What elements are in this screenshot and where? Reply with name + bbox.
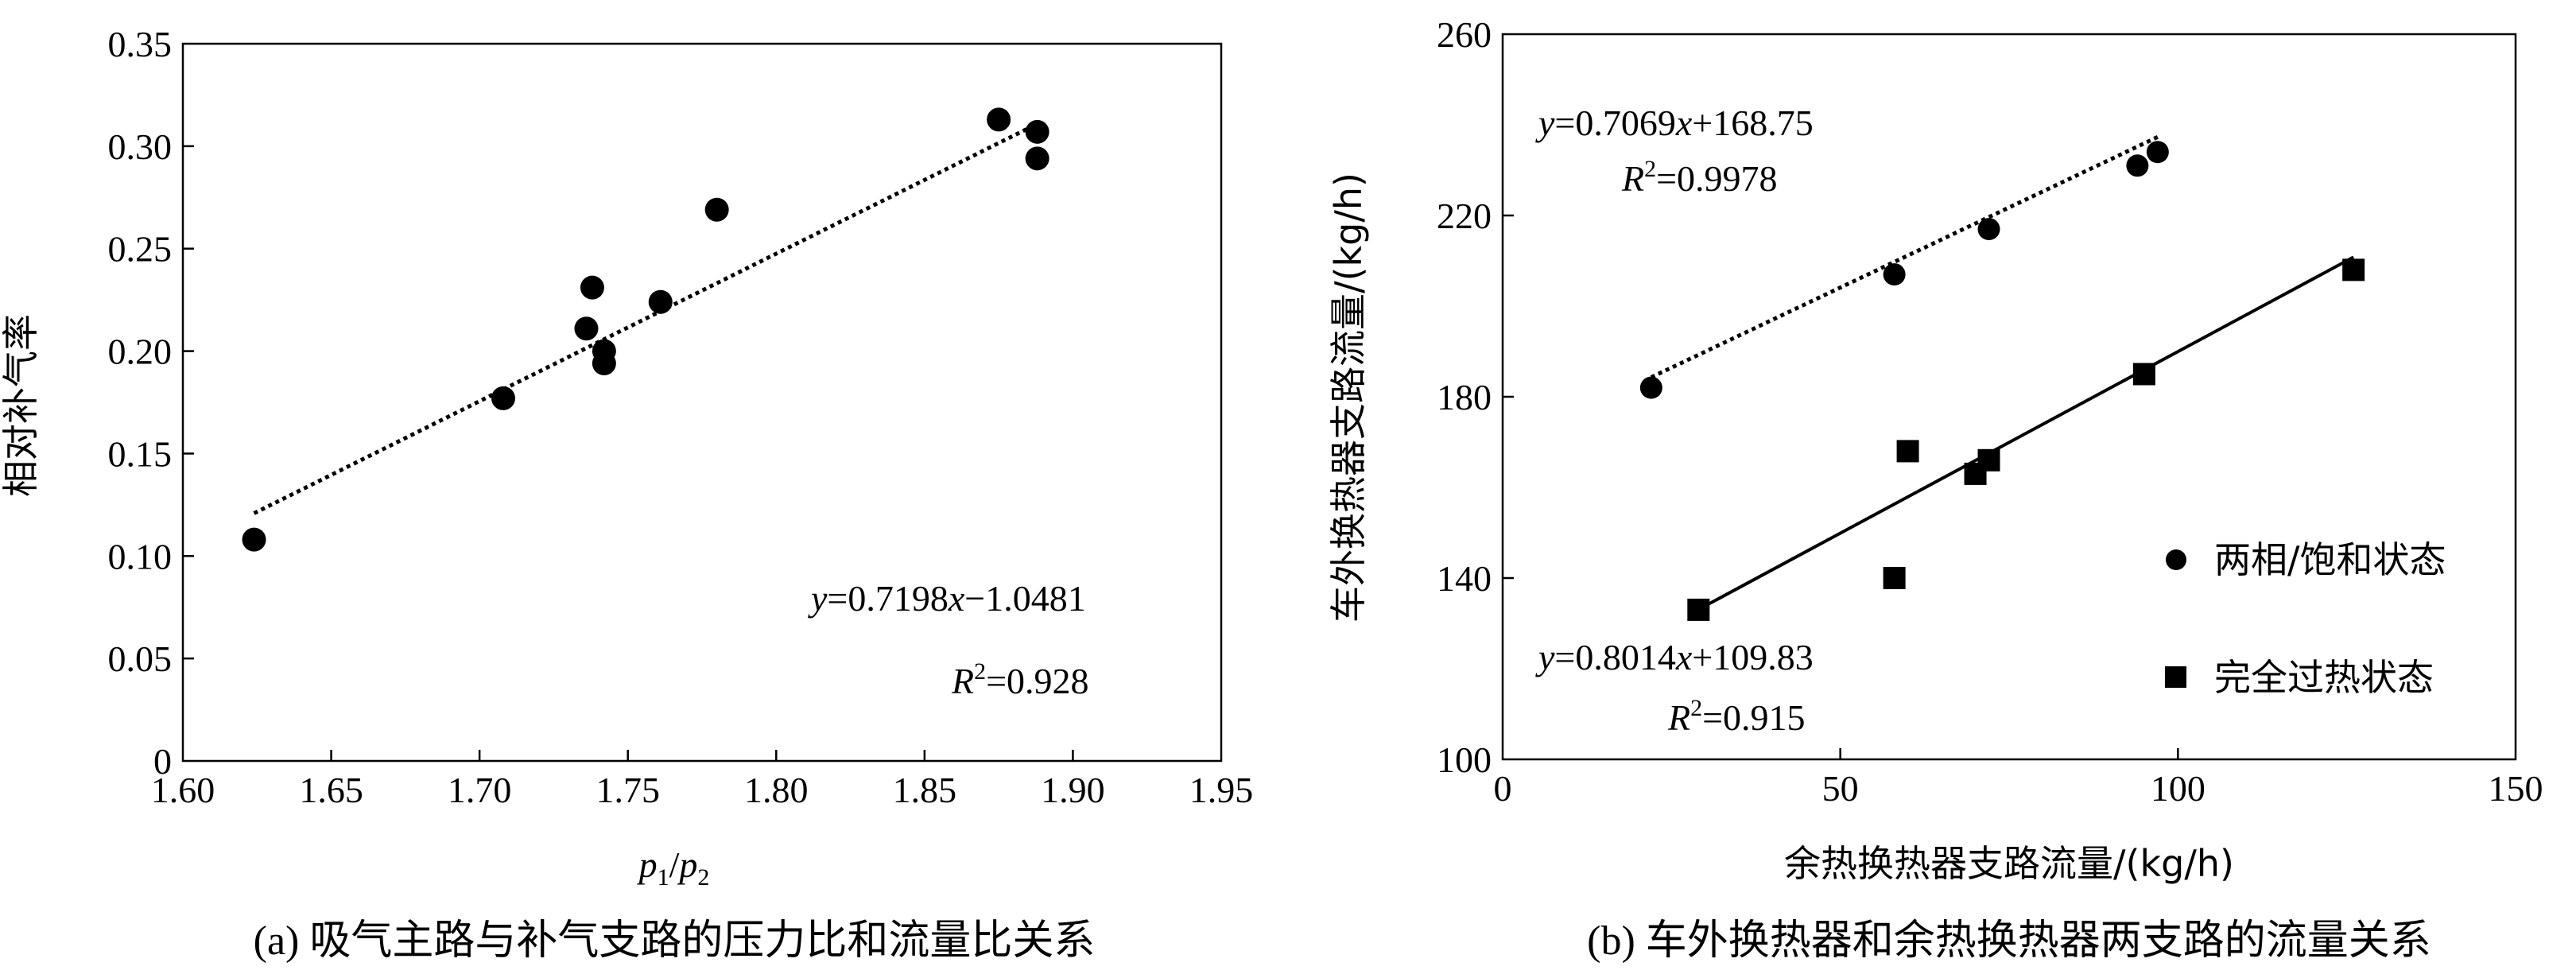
legend-label-superheated: 完全过热状态 xyxy=(2214,656,2434,699)
chart-a-r2-R: R xyxy=(951,661,974,701)
chart-a-eq-y: y xyxy=(808,578,828,619)
chart-a: 1.60 1.65 1.70 1.75 1.80 1.85 1.90 1.95 0 0.05 0.1… xyxy=(0,24,1253,964)
chart-b-r2-1: R2=0.9978 xyxy=(1621,156,1778,199)
chart-b-x-tick-label: 150 xyxy=(2489,768,2543,809)
chart-b-point-two-phase xyxy=(1883,263,1906,286)
chart-a-xlabel-sub2: 2 xyxy=(697,864,709,891)
chart-a-r2: R2=0.928 xyxy=(951,658,1089,701)
chart-a-point xyxy=(648,289,673,314)
chart-a-x-tick-label: 1.90 xyxy=(1041,770,1105,810)
chart-b-r2-2-sup: 2 xyxy=(1690,695,1702,721)
chart-a-x-tick-label: 1.75 xyxy=(596,770,660,810)
chart-b-eq2-x: x xyxy=(1675,637,1693,677)
chart-b-ylabel: 车外换热器支路流量/(kg/h) xyxy=(1327,173,1370,623)
chart-a-point xyxy=(704,197,729,222)
chart-a-fit-line xyxy=(253,122,1038,515)
chart-b-xlabel: 余热换热器支路流量/(kg/h) xyxy=(1784,842,2234,885)
chart-b-eq2-mid: =0.8014 xyxy=(1554,637,1675,677)
chart-a-r2-val: =0.928 xyxy=(986,661,1088,701)
chart-b-point-superheated xyxy=(1977,448,2000,472)
chart-a-ylabel: 相对补气率 xyxy=(0,314,42,497)
chart-b-eq1-rest: +168.75 xyxy=(1692,103,1813,143)
chart-a-point xyxy=(987,107,1011,132)
chart-a-x-tick-label: 1.85 xyxy=(893,770,957,810)
chart-a-eq-mid: =0.7198 xyxy=(827,578,948,619)
chart-a-xlabel-sub1: 1 xyxy=(658,864,669,891)
chart-b-point-superheated xyxy=(2132,363,2155,386)
chart-a-point xyxy=(1025,119,1049,144)
chart-a-eq-rest: −1.0481 xyxy=(964,578,1085,619)
chart-b-point-two-phase xyxy=(2126,154,2149,177)
legend-circle-marker xyxy=(2166,549,2186,570)
chart-a-xlabel-p1: p xyxy=(637,844,658,885)
chart-a-y-tick-label: 0.15 xyxy=(108,433,173,474)
chart-b-r2-1-val: =0.9978 xyxy=(1656,158,1777,199)
chart-b-y-tick-label: 100 xyxy=(1437,739,1492,780)
chart-b-x-tick-label: 100 xyxy=(2151,768,2206,809)
chart-b-eq1-x: x xyxy=(1675,103,1693,143)
chart-a-y-tick-label: 0.35 xyxy=(108,24,173,64)
chart-b-eq1-mid: =0.7069 xyxy=(1554,103,1675,143)
chart-a-point xyxy=(242,527,266,552)
chart-b-fit-line-two-phase xyxy=(1650,135,2159,379)
chart-b-point-superheated xyxy=(1896,440,1919,463)
chart-b-r2-1-sup: 2 xyxy=(1644,156,1656,182)
legend-square-marker xyxy=(2165,666,2186,688)
chart-a-point xyxy=(491,386,515,410)
chart-a-point xyxy=(1025,146,1049,171)
chart-b-eq2-y: y xyxy=(1535,637,1555,677)
legend-label-two-phase: 两相/饱和状态 xyxy=(2214,538,2446,581)
chart-b-point-superheated xyxy=(1883,567,1906,589)
chart-b-point-superheated xyxy=(2342,258,2365,281)
chart-a-r2-sup: 2 xyxy=(974,658,986,685)
chart-b-y-tick-label: 220 xyxy=(1437,196,1492,236)
chart-a-equation: y=0.7198x−1.0481 xyxy=(808,578,1086,619)
chart-b-point-two-phase xyxy=(1639,376,1662,399)
chart-a-point xyxy=(592,351,616,376)
chart-a-point xyxy=(574,316,599,341)
chart-b-r2-2-R: R xyxy=(1667,697,1690,738)
chart-a-y-tick-label: 0.05 xyxy=(108,638,173,679)
chart-b-x-tick-label: 50 xyxy=(1822,768,1859,809)
chart-b-legend: 两相/饱和状态 完全过热状态 xyxy=(2165,538,2446,699)
chart-b-eq1: y=0.7069x+168.75 xyxy=(1535,103,1814,143)
chart-a-point xyxy=(580,275,604,300)
chart-b-point-two-phase xyxy=(2146,141,2169,164)
chart-b-y-tick-label: 180 xyxy=(1437,377,1492,417)
chart-b-point-superheated xyxy=(1687,598,1710,621)
chart-b-r2-1-R: R xyxy=(1621,158,1644,199)
chart-b-fit-line-superheated xyxy=(1697,255,2355,611)
chart-a-xlabel-slash: / xyxy=(669,844,680,885)
chart-a-xlabel: p1/p2 xyxy=(637,844,710,891)
chart-a-x-tick-label: 1.60 xyxy=(151,770,215,810)
chart-a-x-tick-label: 1.70 xyxy=(448,770,512,810)
chart-b-r2-2-val: =0.915 xyxy=(1702,697,1805,738)
chart-b-r2-2: R2=0.915 xyxy=(1667,695,1806,738)
chart-b-x-tick-label: 0 xyxy=(1494,768,1512,809)
chart-a-eq-x: x xyxy=(948,578,965,619)
chart-a-y-tick-label: 0.30 xyxy=(108,126,173,167)
chart-a-y-tick-label: 0.20 xyxy=(108,332,173,372)
chart-b-eq2: y=0.8014x+109.83 xyxy=(1535,637,1814,677)
chart-b-eq1-y: y xyxy=(1535,103,1555,143)
chart-b-y-tick-label: 140 xyxy=(1437,558,1492,599)
chart-b-caption: (b) 车外换热器和余热换热器两支路的流量关系 xyxy=(1587,918,2431,964)
chart-b-point-two-phase xyxy=(1977,218,2000,241)
chart-a-plot-frame xyxy=(181,42,1223,763)
chart-a-x-tick-label: 1.95 xyxy=(1189,770,1254,810)
chart-a-y-tick-label: 0 xyxy=(153,741,172,782)
chart-b-eq2-rest: +109.83 xyxy=(1692,637,1813,677)
chart-a-x-tick-label: 1.80 xyxy=(744,770,809,810)
chart-a-xlabel-p2: p xyxy=(677,844,697,885)
chart-a-y-tick-label: 0.10 xyxy=(108,536,173,576)
chart-a-x-tick-label: 1.65 xyxy=(299,770,363,810)
chart-a-caption: (a) 吸气主路与补气支路的压力比和流量比关系 xyxy=(254,918,1096,964)
chart-a-y-tick-label: 0.25 xyxy=(108,229,173,270)
chart-b-y-tick-label: 260 xyxy=(1437,14,1492,55)
